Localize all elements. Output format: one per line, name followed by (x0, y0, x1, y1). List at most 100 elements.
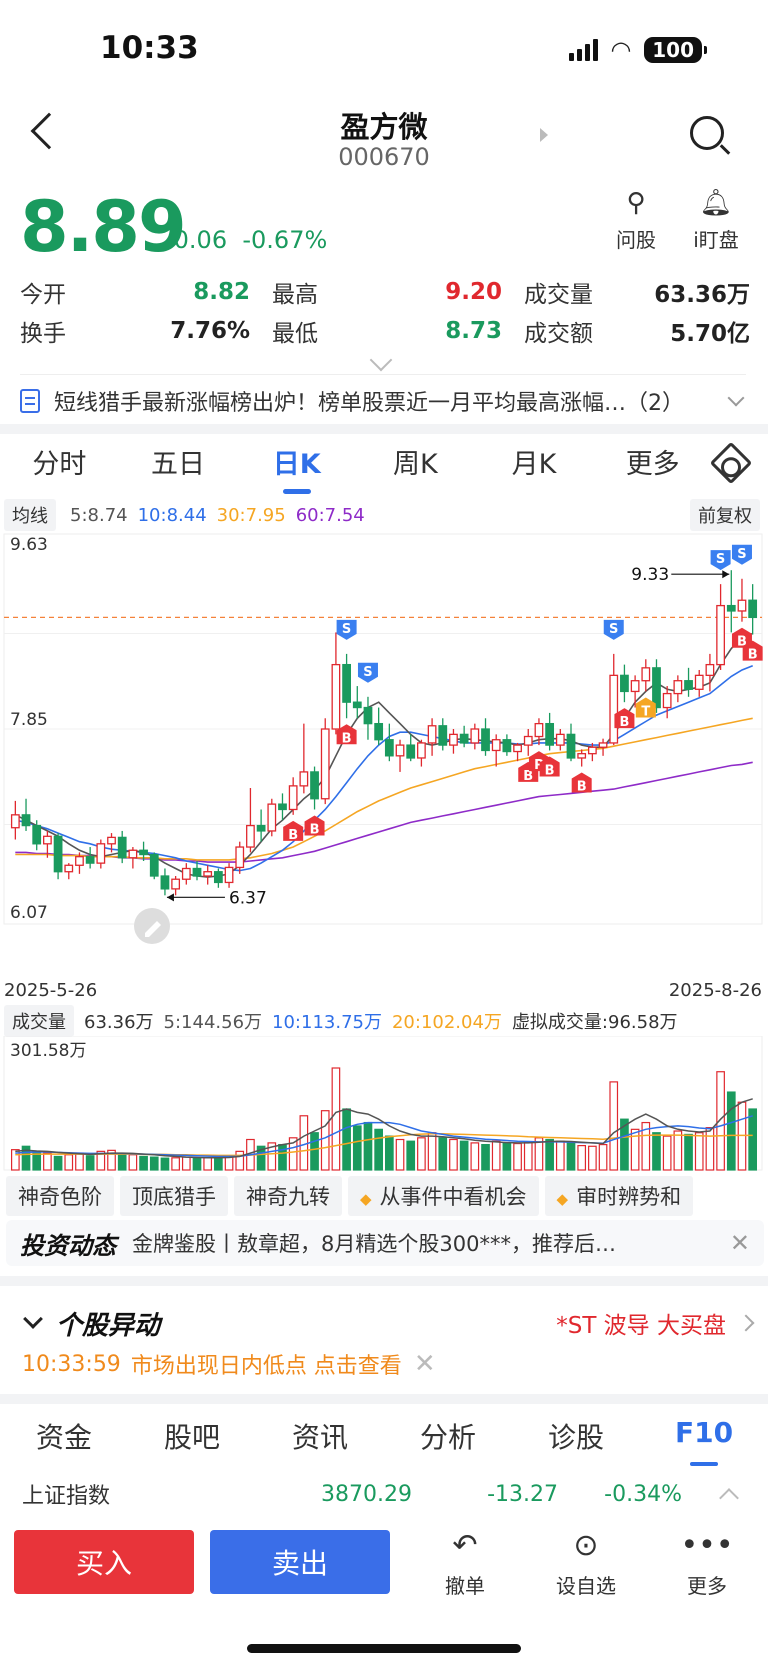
signal-marker (304, 815, 325, 836)
stat-label: 最高 (272, 281, 318, 308)
search-icon[interactable] (690, 116, 724, 150)
candle-body (694, 674, 704, 690)
abnormal-title: 个股异动 (56, 1310, 161, 1341)
candle-body (203, 871, 213, 877)
diamond-icon: ◆ (556, 1190, 569, 1208)
volume-toggle[interactable]: 成交量 (4, 1005, 74, 1037)
collapse-chevron-icon[interactable] (23, 1309, 43, 1329)
signal-label: S (716, 552, 725, 567)
diamond-icon: ◆ (360, 1190, 372, 1208)
section-divider (0, 1276, 768, 1286)
buy-button[interactable]: 买入 (14, 1530, 194, 1594)
candle-body (363, 706, 373, 725)
ma30-value: 30:7.95 (216, 504, 286, 526)
volume-bar (171, 1157, 180, 1171)
chevron-up-icon[interactable] (719, 1488, 739, 1508)
volume-bar (117, 1153, 127, 1171)
cancel-order-button[interactable]: ↶ 撤单 (425, 1526, 505, 1599)
signal-label: B (748, 648, 758, 663)
volume-bar (310, 1132, 319, 1171)
candle-body (641, 667, 651, 682)
signal-marker (731, 544, 752, 565)
watch-button[interactable]: 🔔︎ i盯盘 (686, 188, 746, 253)
volume-bar (160, 1157, 170, 1171)
ma-legend: 均线 5:8.74 10:8.44 30:7.95 60:7.54 前复权 (0, 498, 768, 532)
volume-bar (694, 1132, 704, 1171)
ma-toggle[interactable]: 均线 (4, 499, 56, 531)
feature-tab[interactable]: 神奇九转 (234, 1176, 342, 1216)
tab-analysis[interactable]: 分析 (419, 1421, 476, 1454)
volume-bar (214, 1157, 223, 1171)
ask-stock-button[interactable]: ⚲ 问股 (606, 188, 666, 253)
volume-bar (43, 1152, 52, 1171)
edit-tool-pen (145, 921, 161, 937)
candle-body (171, 878, 181, 890)
signal-label: B (310, 822, 320, 837)
tab-funds[interactable]: 资金 (35, 1421, 92, 1454)
tab-more[interactable]: 更多 (625, 449, 680, 480)
tab-intraday[interactable]: 分时 (32, 449, 87, 480)
volume-bar (406, 1140, 416, 1171)
candle-body (107, 836, 116, 845)
candle-body (545, 722, 555, 746)
candle-body (32, 824, 42, 845)
index-value: 3870.29 (321, 1481, 412, 1507)
tab-five-day[interactable]: 五日 (151, 449, 205, 480)
volume-bar (235, 1150, 245, 1171)
volume-chart[interactable]: 301.58万 (0, 1036, 768, 1172)
volume-legend: 成交量 63.36万 5:144.56万 10:113.75万 20:102.0… (0, 1005, 768, 1037)
index-ticker[interactable]: 上证指数 3870.29 -13.27 -0.34% (22, 1478, 748, 1510)
volume-bar (107, 1149, 116, 1171)
feature-tab[interactable]: 顶底猎手 (120, 1176, 228, 1216)
candle-body (652, 667, 661, 709)
abnormal-right-link[interactable]: *ST 波导 大买盘 (556, 1313, 726, 1339)
tab-monthly-k[interactable]: 月K (511, 449, 557, 480)
chevron-right-icon[interactable] (737, 1314, 755, 1332)
volume-ma20: 20:102.04万 (391, 1012, 502, 1033)
signal-label: T (641, 704, 650, 719)
tab-weekly-k[interactable]: 周K (392, 449, 438, 480)
tab-f10[interactable]: F10 (640, 1416, 768, 1466)
volume-bar (192, 1157, 202, 1171)
add-watchlist-button[interactable]: ⊙ 设自选 (546, 1526, 626, 1599)
volume-bar (620, 1118, 629, 1171)
volume-bar (652, 1132, 661, 1171)
feature-tab[interactable]: ◆ 审时辨势和 (544, 1176, 694, 1216)
more-button[interactable]: ••• 更多 (667, 1526, 747, 1599)
candle-body (662, 692, 672, 709)
signal-marker (603, 619, 624, 640)
feature-tab[interactable]: 神奇色阶 (6, 1176, 114, 1216)
wifi-icon: ◠ (611, 36, 631, 64)
next-stock-icon[interactable] (540, 128, 548, 142)
feature-tab[interactable]: ◆ 从事件中看机会 (348, 1176, 539, 1216)
volume-bar (438, 1137, 448, 1171)
candle-body (737, 599, 747, 612)
chevron-down-icon[interactable] (727, 389, 745, 407)
candle-body (21, 814, 31, 827)
signal-marker (357, 662, 378, 683)
tab-forum[interactable]: 股吧 (163, 1421, 220, 1454)
stat-value: 63.36万 (654, 281, 750, 308)
index-pct: -0.34% (604, 1481, 682, 1507)
tab-news[interactable]: 资讯 (291, 1421, 348, 1454)
dynamics-banner[interactable]: 投资动态 金牌鉴股丨敖章超，8月精选个股300***，推荐后… ✕ (6, 1220, 764, 1266)
volume-bar (566, 1142, 576, 1171)
volume-bar (342, 1108, 351, 1171)
sell-button[interactable]: 卖出 (210, 1530, 390, 1594)
news-banner[interactable]: 短线猎手最新涨幅榜出炉！榜单股票近一月平均最高涨幅…（2） (20, 386, 750, 416)
volume-bar (630, 1128, 640, 1171)
candle-body (726, 604, 736, 612)
expand-chevron-icon[interactable] (369, 348, 393, 372)
tab-daily-k[interactable]: 日K (237, 446, 356, 496)
candle-body (684, 680, 693, 690)
ma5-line (14, 632, 753, 878)
signal-label: S (363, 665, 372, 680)
adjust-toggle[interactable]: 前复权 (690, 499, 760, 531)
tab-diagnosis[interactable]: 诊股 (547, 1421, 604, 1454)
signal-label: B (342, 731, 352, 746)
volume-bar (588, 1145, 597, 1171)
close-icon[interactable]: ✕ (413, 1349, 436, 1379)
close-icon[interactable]: ✕ (729, 1229, 750, 1257)
abnormal-alert[interactable]: 10:33:59 市场出现日内低点 点击查看 ✕ (22, 1346, 752, 1382)
